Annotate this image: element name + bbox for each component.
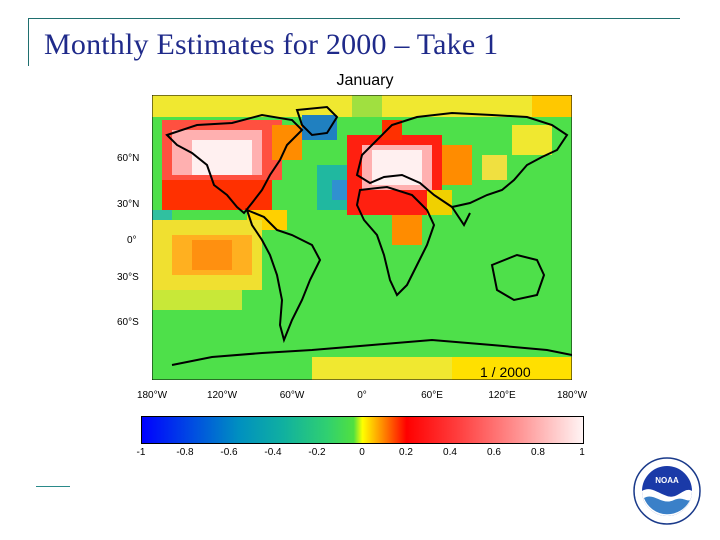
lon-label-180w: 180°W bbox=[136, 390, 168, 401]
pacific-anomaly bbox=[152, 220, 262, 310]
anomaly-map-svg bbox=[152, 95, 572, 380]
colorbar-tick: -0.8 bbox=[176, 447, 194, 458]
coastlines bbox=[165, 105, 572, 366]
colorbar-tick: -0.2 bbox=[308, 447, 326, 458]
lat-label-30n: 30°N bbox=[117, 199, 140, 210]
title-rule bbox=[28, 18, 680, 19]
north-america-anomaly bbox=[162, 120, 302, 230]
colorbar bbox=[141, 416, 584, 444]
colorbar-tick: 0.8 bbox=[531, 447, 545, 458]
colorbar-gradient bbox=[142, 417, 583, 443]
lon-label-60e: 60°E bbox=[421, 390, 443, 401]
colorbar-tick: 0.6 bbox=[487, 447, 501, 458]
lat-label-0: 0° bbox=[127, 235, 137, 246]
colorbar-tick: -0.6 bbox=[220, 447, 238, 458]
lon-label-0: 0° bbox=[357, 390, 367, 401]
map-date-label: 1 / 2000 bbox=[480, 364, 531, 380]
lon-label-120e: 120°E bbox=[488, 390, 516, 401]
noaa-logo-text: NOAA bbox=[655, 476, 679, 485]
lon-label-120w: 120°W bbox=[206, 390, 238, 401]
colorbar-svg bbox=[142, 417, 583, 443]
colorbar-tick: -0.4 bbox=[264, 447, 282, 458]
colorbar-tick: 0 bbox=[359, 447, 365, 458]
colorbar-tick: 0.2 bbox=[399, 447, 413, 458]
bottom-accent-rule bbox=[36, 486, 70, 487]
title-left-rule bbox=[28, 18, 29, 66]
colorbar-tick: -1 bbox=[136, 447, 146, 458]
colorbar-tick: 0.4 bbox=[443, 447, 457, 458]
colorbar-tick: 1 bbox=[579, 447, 585, 458]
noaa-logo-icon: NOAA bbox=[633, 457, 701, 525]
map-title: January bbox=[336, 72, 394, 89]
lon-label-60w: 60°W bbox=[279, 390, 305, 401]
lat-label-60s: 60°S bbox=[117, 317, 139, 328]
anomaly-map bbox=[152, 95, 572, 380]
lat-label-60n: 60°N bbox=[117, 153, 140, 164]
lat-label-30s: 30°S bbox=[117, 272, 139, 283]
slide-title: Monthly Estimates for 2000 – Take 1 bbox=[44, 28, 499, 61]
lon-label-180w-right: 180°W bbox=[556, 390, 588, 401]
noaa-logo: NOAA bbox=[632, 456, 702, 526]
